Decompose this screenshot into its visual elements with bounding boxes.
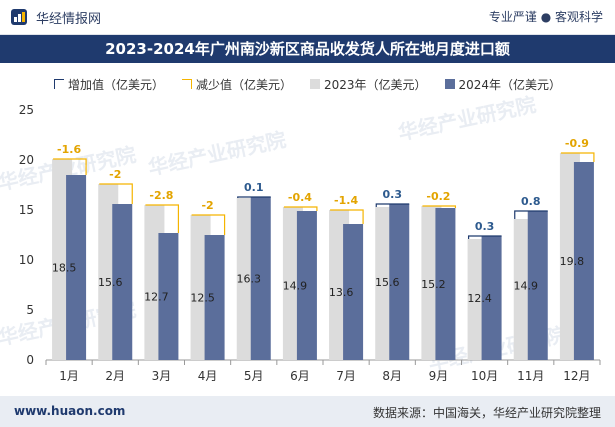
value-label-2024: 12.4 <box>467 292 492 305</box>
footer-bar <box>0 396 615 427</box>
x-tick-label: 9月 <box>429 369 449 383</box>
change-label: -0.9 <box>565 137 589 150</box>
value-label-2024: 12.7 <box>144 291 169 304</box>
decrease-bracket <box>145 204 180 233</box>
value-label-2024: 12.5 <box>190 292 215 305</box>
increase-bracket <box>514 210 548 219</box>
change-label: 0.3 <box>475 220 495 233</box>
value-label-2024: 15.6 <box>375 276 400 289</box>
bar-2024 <box>204 235 225 360</box>
x-tick-label: 7月 <box>336 369 356 383</box>
decrease-bracket <box>422 205 457 208</box>
chart-legend: 增加值（亿美元） 减少值（亿美元） 2023年（亿美元） 2024年（亿美元） <box>0 74 615 94</box>
value-label-2024: 15.6 <box>98 276 123 289</box>
change-label: 0.8 <box>521 195 541 208</box>
bar-2024 <box>389 204 410 360</box>
slogan: 专业严谨 ● 客观科学 <box>488 10 603 24</box>
value-label-2024: 18.5 <box>52 262 77 275</box>
legend-label-decrease: 减少值（亿美元） <box>195 77 292 92</box>
title-bar <box>0 35 615 63</box>
decrease-bracket <box>99 183 133 204</box>
decrease-bracket <box>53 158 87 175</box>
bar-2024 <box>527 211 548 360</box>
brand-logo-icon <box>11 9 27 25</box>
change-label: -2.8 <box>149 189 173 202</box>
decrease-bracket <box>191 214 226 235</box>
x-tick-label: 11月 <box>517 369 544 383</box>
change-label: -1.6 <box>57 143 81 156</box>
legend-swatch-2024 <box>444 79 455 89</box>
bar-2024 <box>296 211 317 360</box>
site-url: www.huaon.com <box>14 404 126 418</box>
bar-2024 <box>343 224 364 360</box>
y-tick-label: 15 <box>19 203 34 217</box>
change-label: 0.1 <box>244 181 264 194</box>
x-tick-label: 10月 <box>471 369 498 383</box>
value-label-2024: 16.3 <box>237 273 262 286</box>
x-tick-label: 4月 <box>198 369 218 383</box>
legend-item-increase: 增加值（亿美元） <box>53 74 164 94</box>
y-tick-label: 25 <box>19 103 34 117</box>
change-label: -2 <box>109 168 121 181</box>
value-label-2024: 19.8 <box>560 255 585 268</box>
decrease-bracket <box>283 206 318 211</box>
x-tick-label: 8月 <box>382 369 402 383</box>
change-label: -0.4 <box>288 191 312 204</box>
bar-2024 <box>481 236 502 360</box>
change-label: -2 <box>201 199 213 212</box>
change-label: -0.2 <box>426 190 450 203</box>
legend-swatch-decrease <box>181 79 192 89</box>
watermark-text: 华经产业研究院 <box>396 92 538 145</box>
value-label-2024: 13.6 <box>329 286 354 299</box>
change-label: 0.3 <box>383 188 403 201</box>
bar-2024 <box>573 162 594 360</box>
increase-bracket <box>237 196 271 198</box>
x-tick-label: 12月 <box>563 369 590 383</box>
x-tick-label: 1月 <box>59 369 79 383</box>
bar-2024 <box>158 233 179 360</box>
x-tick-label: 2月 <box>105 369 125 383</box>
y-tick-label: 10 <box>19 253 34 267</box>
watermark-text: 华经产业研究院 <box>146 127 288 180</box>
data-source: 数据来源：中国海关，华经产业研究院整理 <box>372 406 601 420</box>
legend-label-2023: 2023年（亿美元） <box>323 77 427 92</box>
decrease-bracket <box>560 152 595 162</box>
brand-name: 华经情报网 <box>36 12 102 27</box>
decrease-bracket <box>330 209 364 224</box>
legend-swatch-2023 <box>309 79 320 89</box>
value-label-2024: 14.9 <box>283 280 308 293</box>
increase-bracket <box>467 235 502 239</box>
x-tick-label: 6月 <box>290 369 310 383</box>
bar-2024 <box>435 208 456 360</box>
legend-label-2024: 2024年（亿美元） <box>458 77 562 92</box>
legend-swatch-increase <box>53 79 64 89</box>
y-tick-label: 5 <box>26 303 34 317</box>
value-label-2024: 14.9 <box>514 280 539 293</box>
value-label-2024: 15.2 <box>421 278 446 291</box>
y-tick-label: 20 <box>19 153 34 167</box>
x-tick-label: 5月 <box>244 369 264 383</box>
chart-title: 2023-2024年广州南沙新区商品收发货人所在地月度进口额 <box>105 40 510 58</box>
legend-label-increase: 增加值（亿美元） <box>67 77 164 92</box>
bar-2024 <box>112 204 133 360</box>
bar-2024 <box>250 197 271 360</box>
change-label: -1.4 <box>334 194 358 207</box>
y-tick-label: 0 <box>26 353 34 367</box>
legend-item-decrease: 减少值（亿美元） <box>181 74 292 94</box>
bar-2024 <box>66 175 87 360</box>
top-bar: 华经情报网 专业严谨 ● 客观科学 <box>0 0 615 35</box>
x-tick-label: 3月 <box>152 369 172 383</box>
increase-bracket <box>375 203 410 207</box>
legend-item-2023: 2023年（亿美元） <box>309 74 427 94</box>
legend-item-2024: 2024年（亿美元） <box>444 74 562 94</box>
